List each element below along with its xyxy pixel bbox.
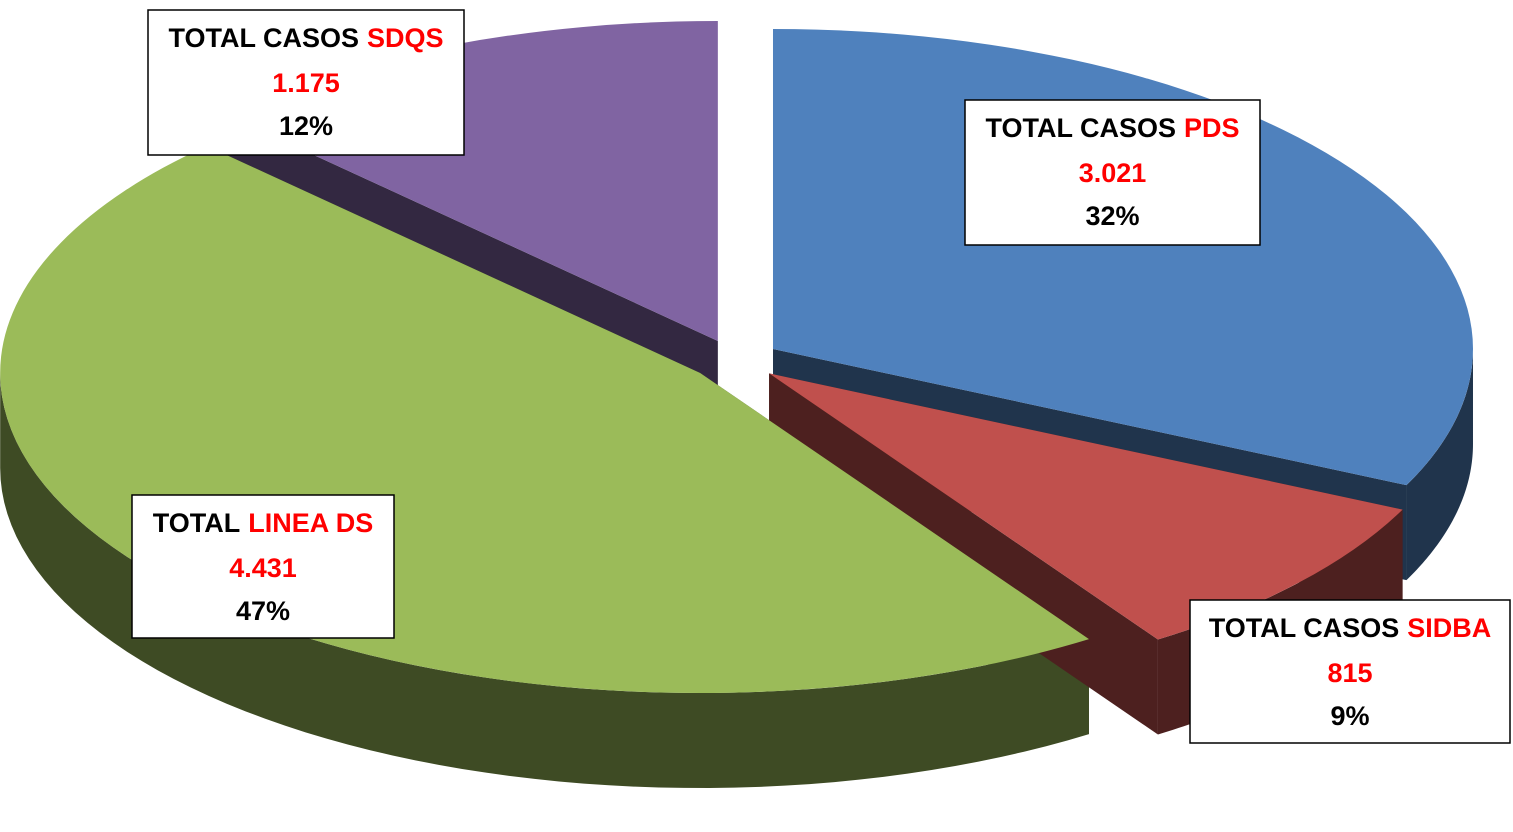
value-label: 4.431	[229, 553, 297, 583]
value-label: 3.021	[1079, 158, 1147, 188]
percent-label: 9%	[1330, 701, 1369, 731]
percent-label: 12%	[279, 111, 333, 141]
slice-wall	[1406, 348, 1473, 581]
label-name: SDQS	[367, 23, 444, 53]
slice	[772, 28, 1473, 486]
data-label: TOTAL CASOS SDQS 1.175 12%	[147, 9, 465, 156]
value-label: 1.175	[272, 68, 340, 98]
slice	[769, 373, 1403, 640]
label-box	[147, 9, 465, 156]
percent-label: 32%	[1085, 201, 1139, 231]
value-label: 815	[1327, 658, 1372, 688]
label-prefix: TOTAL CASOS	[985, 113, 1176, 143]
label-box	[131, 494, 395, 639]
slice-wall	[0, 373, 1089, 788]
label-title: TOTAL LINEA DS	[153, 508, 374, 538]
percent-label: 47%	[236, 596, 290, 626]
label-title: TOTAL CASOS SIDBA	[1209, 613, 1492, 643]
label-box	[964, 99, 1261, 246]
data-label: TOTAL LINEA DS 4.431 47%	[131, 494, 395, 639]
label-name: LINEA DS	[248, 508, 373, 538]
data-label: TOTAL CASOS PDS 3.021 32%	[964, 99, 1261, 246]
label-prefix: TOTAL	[153, 508, 241, 538]
label-name: PDS	[1184, 113, 1240, 143]
label-prefix: TOTAL CASOS	[168, 23, 359, 53]
label-name: SIDBA	[1407, 613, 1491, 643]
label-title: TOTAL CASOS SDQS	[168, 23, 443, 53]
data-label: TOTAL CASOS SIDBA 815 9%	[1189, 599, 1511, 744]
label-prefix: TOTAL CASOS	[1209, 613, 1400, 643]
label-title: TOTAL CASOS PDS	[985, 113, 1239, 143]
label-box	[1189, 599, 1511, 744]
